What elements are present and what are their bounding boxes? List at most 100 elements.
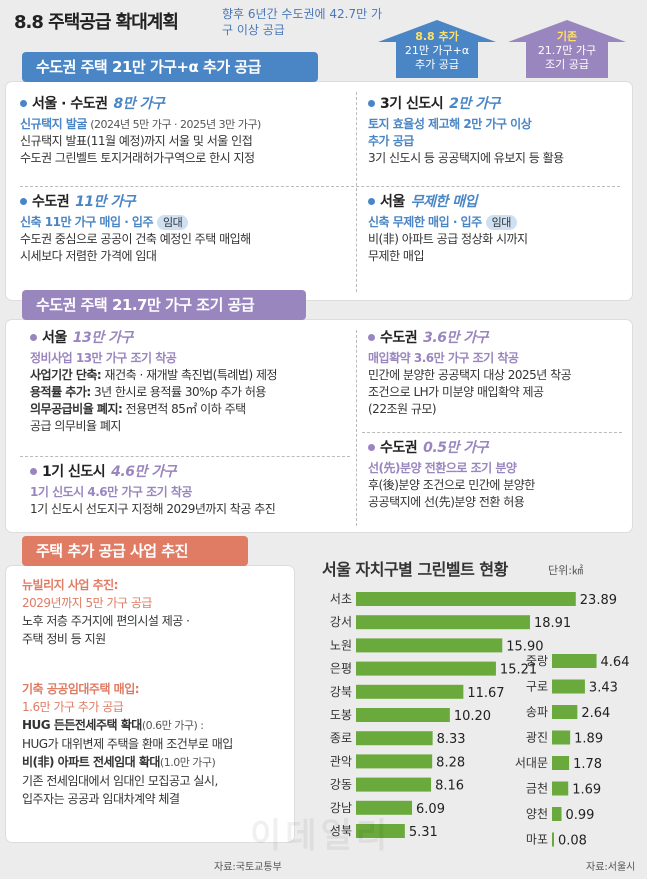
bar-value-label: 15.90 xyxy=(506,639,543,654)
bar xyxy=(356,684,464,699)
section-line-key: 비(非) 아파트 전세임대 확대 xyxy=(22,755,160,769)
panel2-left-divider xyxy=(20,456,350,457)
section-label: 수도권 xyxy=(380,440,418,456)
source-seoul: 자료:서울시 xyxy=(586,862,636,873)
metro-purchase-section: 수도권 11만 가구 신축 11만 가구 매입 · 입주 임대 수도권 중심으로 공… xyxy=(20,194,350,265)
bar-category-label: 강서 xyxy=(330,615,352,629)
section-note: (0.6만 가구) : xyxy=(141,719,204,732)
existing-supply-head: 기존 xyxy=(556,30,578,43)
bar-category-label: 강남 xyxy=(330,801,352,815)
bar-value-label: 2.64 xyxy=(581,706,610,721)
section-line-key: 의무공급비율 폐지: xyxy=(30,402,123,416)
section-amount: 3.6만 가구 xyxy=(423,330,488,346)
section-line: 3기 신도시 등 공공택지에 유보지 등 활용 xyxy=(368,151,564,165)
bar xyxy=(356,592,576,606)
bar xyxy=(356,731,433,746)
section-line: 입주자는 공공과 임대차계약 체결 xyxy=(22,792,180,806)
section-amount: 무제한 매입 xyxy=(410,194,478,210)
bar xyxy=(552,730,571,745)
new-supply-arrow: 8.8 추가 21만 가구+α 추가 공급 xyxy=(378,20,496,78)
section-label: 수도권 xyxy=(32,194,70,210)
seoul-early-section: 서울 13만 가구 정비사업 13만 가구 조기 착공 사업기간 단축: 재건축 … xyxy=(30,330,354,435)
bar xyxy=(356,800,413,815)
bar xyxy=(552,756,570,770)
section-line: 추가 공급 xyxy=(368,134,414,148)
bullet-icon xyxy=(368,443,375,451)
panel2-right-divider xyxy=(362,432,622,433)
bar-category-label: 금천 xyxy=(526,781,548,796)
additional-supply-panel xyxy=(6,82,632,300)
greenbelt-chart: 서초 23.89 강서 18.91 노원 15.90 은평 15.21 강북 11.67 도봉 10.… xyxy=(330,592,629,849)
section-line: 민간에 분양한 공공택지 대상 2025년 착공 xyxy=(368,368,572,382)
panel1-vertical-divider xyxy=(356,92,357,292)
bar-category-label: 은평 xyxy=(330,662,352,676)
bar-value-label: 18.91 xyxy=(534,616,571,631)
bar-category-label: 송파 xyxy=(526,705,548,719)
bar-category-label: 광진 xyxy=(526,731,548,745)
source-molit: 자료:국토교통부 xyxy=(214,862,282,873)
bullet-icon xyxy=(368,333,375,341)
section-line: 공공택지에 선(先)분양 전환 허용 xyxy=(368,495,525,509)
purple-arrow-shape xyxy=(508,20,626,78)
section-line: 매입확약 3.6만 가구 조기 착공 xyxy=(368,351,519,365)
seoul-unlimited-section: 서울 무제한 매입 신축 무제한 매입 · 입주 임대 비(非) 아파트 공급 정상… xyxy=(368,194,628,265)
section-line: 정비사업 13만 가구 조기 착공 xyxy=(30,351,177,365)
early-supply-tab: 수도권 주택 21.7만 가구 조기 공급 xyxy=(22,290,306,320)
section-line: 비(非) 아파트 공급 정상화 시까지 xyxy=(368,232,528,246)
section-label: 1기 신도시 xyxy=(42,464,106,480)
section-line: 후(後)분양 조건으로 민간에 분양한 xyxy=(368,478,535,492)
section-line-key: 뉴빌리지 사업 추진: xyxy=(22,578,118,592)
bar-value-label: 0.99 xyxy=(566,808,595,823)
bar xyxy=(356,777,432,792)
bar xyxy=(356,824,405,838)
panel1-horizontal-divider xyxy=(20,186,620,187)
bullet-icon xyxy=(368,99,375,107)
bar xyxy=(356,615,530,630)
bar-category-label: 구로 xyxy=(526,680,548,694)
existing-supply-line2: 조기 공급 xyxy=(545,58,589,71)
section-line: 무제한 매입 xyxy=(368,249,425,263)
chart-title: 서울 자치구별 그린벨트 현황 xyxy=(322,560,508,579)
early-supply-panel xyxy=(6,320,632,532)
section-line: HUG가 대위변제 주택을 환매 조건부로 매입 xyxy=(22,737,233,751)
chart-unit: 단위:㎢ xyxy=(548,564,583,577)
additional-projects-tab: 주택 추가 공급 사업 추진 xyxy=(22,536,248,566)
bar-category-label: 종로 xyxy=(330,731,352,745)
section-line: 주택 정비 등 지원 xyxy=(22,632,106,646)
section-amount: 4.6만 가구 xyxy=(111,464,176,480)
bar-value-label: 1.69 xyxy=(572,783,601,798)
bar-category-label: 중랑 xyxy=(526,654,548,668)
new-village-section: 뉴빌리지 사업 추진: 2029년까지 5만 가구 공급 노후 저층 주거지에 … xyxy=(22,576,292,648)
existing-supply-line1: 21.7만 가구 xyxy=(537,44,597,57)
bar-value-label: 11.67 xyxy=(467,686,504,701)
panel2-vertical-divider xyxy=(356,330,357,526)
bullet-icon xyxy=(30,467,37,475)
bar-category-label: 노원 xyxy=(330,638,352,652)
section-line: 3년 한시로 용적률 30%p 추가 허용 xyxy=(90,385,266,399)
bar-category-label: 강북 xyxy=(330,685,352,699)
bullet-icon xyxy=(20,99,27,107)
bar-value-label: 1.78 xyxy=(573,757,602,772)
section-note: (1.0만 가구) xyxy=(159,756,216,769)
additional-projects-panel xyxy=(6,566,294,842)
third-newtown-section: 3기 신도시 2만 가구 토지 효율성 제고해 2만 가구 이상 추가 공급 3기… xyxy=(368,96,628,167)
bar-value-label: 1.89 xyxy=(574,732,603,747)
bar-category-label: 양천 xyxy=(526,806,548,821)
section-line: 시세보다 저렴한 가격에 임대 xyxy=(20,249,157,263)
section-amount: 13만 가구 xyxy=(72,330,134,346)
section-line: 신규택지 발표(11월 예정)까지 서울 및 서울 인접 xyxy=(20,134,253,148)
bar xyxy=(356,708,450,722)
public-rental-section: 기축 공공임대주택 매입: 1.6만 가구 추가 공급 HUG 든든전세주택 확… xyxy=(22,680,292,808)
blue-arrow-shape xyxy=(378,20,496,78)
new-supply-line2: 추가 공급 xyxy=(415,58,459,71)
section-note: (2024년 5만 가구 · 2025년 3만 가구) xyxy=(90,118,261,131)
section-label: 서울 · 수도권 xyxy=(32,96,108,112)
rental-badge: 임대 xyxy=(485,215,517,230)
section-amount: 2만 가구 xyxy=(449,96,500,112)
existing-supply-arrow: 기존 21.7만 가구 조기 공급 xyxy=(508,20,626,78)
bar-category-label: 서대문 xyxy=(515,756,548,770)
bar-value-label: 0.08 xyxy=(558,834,587,849)
section-amount: 8만 가구 xyxy=(113,96,165,112)
section-line: 수도권 중심으로 공공이 건축 예정인 주택 매입해 xyxy=(20,232,251,246)
bar xyxy=(552,705,578,719)
